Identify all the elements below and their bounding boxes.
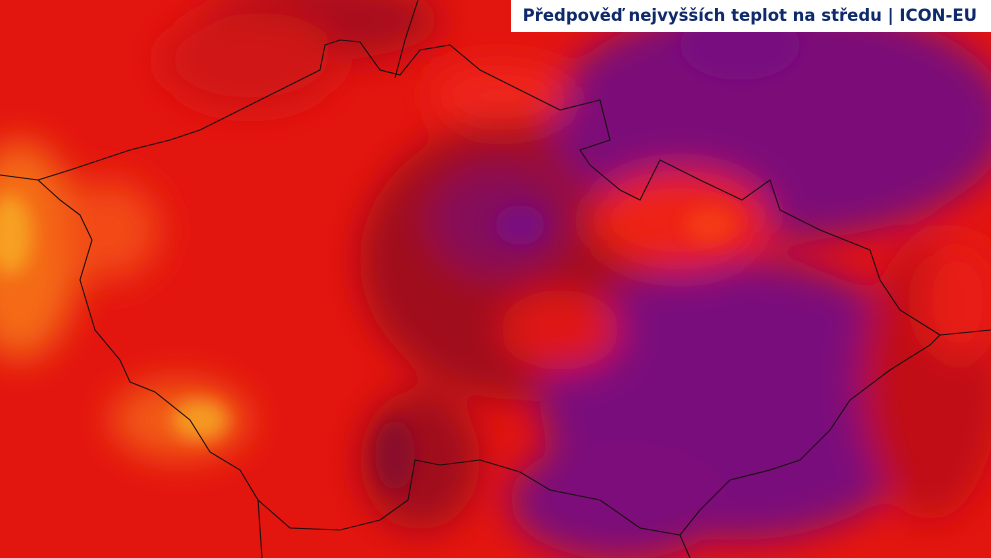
title: Předpověď nejvyšších teplot na středu | … [522, 6, 977, 25]
title-banner: Předpověď nejvyšších teplot na středu | … [510, 0, 991, 32]
